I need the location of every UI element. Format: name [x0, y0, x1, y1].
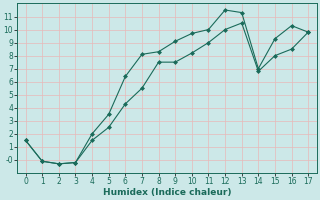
- X-axis label: Humidex (Indice chaleur): Humidex (Indice chaleur): [103, 188, 231, 197]
